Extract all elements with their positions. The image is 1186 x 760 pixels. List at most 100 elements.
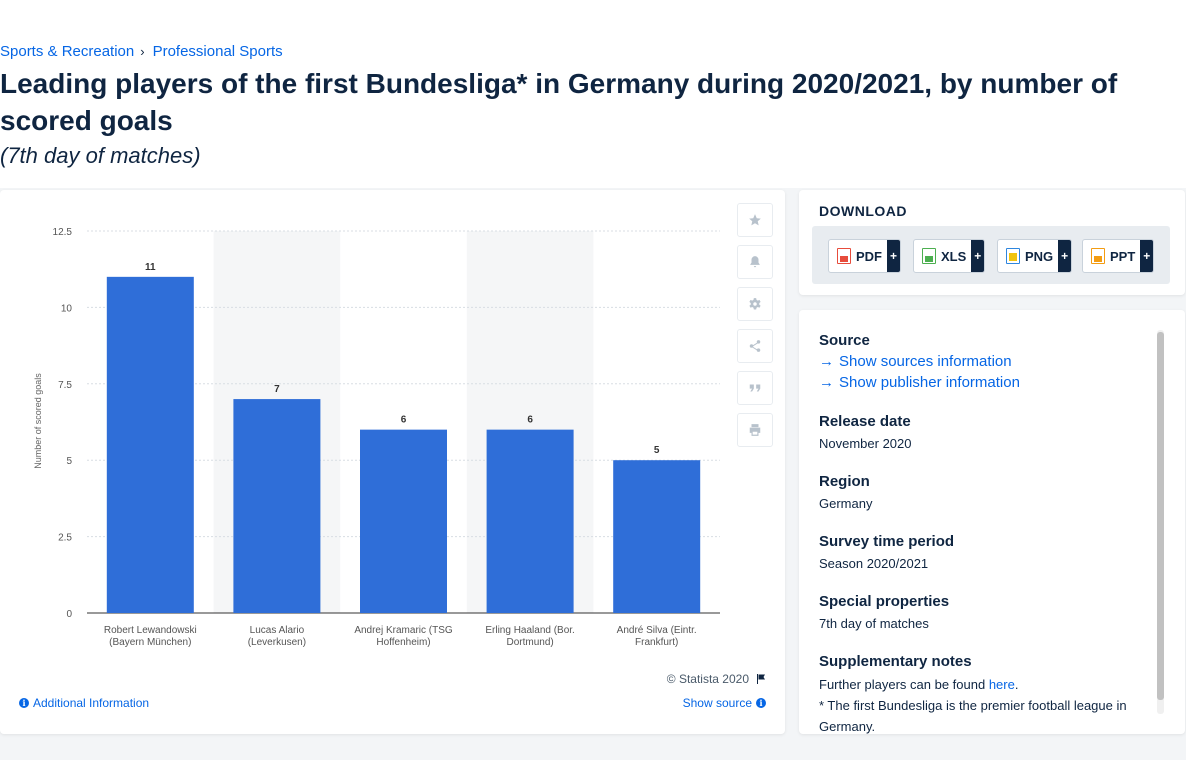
bar [233,399,321,613]
additional-information-link[interactable]: i Additional Information [19,696,149,710]
supplementary-note-suffix: . [1014,677,1019,692]
bar-chart: 0 2.5 5 7.5 10 12.5 Number of scored goals 11 Ro… [33,227,720,648]
bell-icon [750,256,760,268]
download-png-button[interactable]: PNG + [997,239,1073,273]
y-tick-label: 0 [66,609,72,620]
breadcrumb-professional-sports[interactable]: Professional Sports [152,43,283,60]
supplementary-notes-heading: Supplementary notes [819,653,972,670]
survey-period-heading: Survey time period [819,533,955,550]
download-xls-label: XLS [941,248,967,264]
breadcrumb-separator: › [140,44,145,59]
share-icon [749,340,761,352]
data-label: 6 [527,415,533,426]
region-heading: Region [819,473,870,490]
quote-icon [749,384,761,392]
png-file-icon [1006,248,1020,264]
additional-information-label: Additional Information [33,696,150,710]
supplementary-note-prefix: Further players can be found [819,677,989,692]
download-title: DOWNLOAD [819,203,907,219]
pdf-file-icon [837,248,851,264]
notification-button[interactable] [737,245,773,279]
ppt-file-icon [1091,248,1105,264]
release-date-value: November 2020 [819,436,912,451]
show-publisher-label: Show publisher information [839,374,1020,391]
show-sources-link[interactable]: → Show sources information [819,353,1149,370]
source-heading: Source [819,332,870,349]
download-ppt-label-wrap: PPT [1083,240,1140,272]
download-xls-button[interactable]: XLS + [913,239,986,273]
y-axis-label: Number of scored goals [33,373,43,469]
statistic-info-card: Source → Show sources information → Show… [799,310,1185,734]
page-subtitle: (7th day of matches) [0,143,201,168]
supplementary-note-2: * The first Bundesliga is the premier fo… [819,698,1127,734]
supplementary-note-link[interactable]: here [988,677,1015,692]
x-tick-label: Robert Lewandowski [104,625,197,636]
header-band [0,0,1186,188]
page-title: Leading players of the first Bundesliga*… [0,68,1118,136]
data-label: 11 [145,262,156,273]
flag-icon[interactable] [755,673,767,685]
download-png-label-wrap: PNG [998,240,1058,272]
info-scrollbar-thumb[interactable] [1157,332,1164,700]
y-tick-label: 7.5 [58,380,72,391]
download-pdf-button[interactable]: PDF + [828,239,901,273]
release-date-heading: Release date [819,413,911,430]
x-tick-label: (Bayern München) [109,637,191,648]
xls-file-icon [922,248,936,264]
download-ppt-plus[interactable]: + [1140,240,1154,272]
star-icon [749,214,761,226]
chart-toolbar [737,203,773,455]
x-tick-label: Lucas Alario [250,625,305,636]
data-label: 6 [401,415,407,426]
show-sources-label: Show sources information [839,353,1012,370]
download-pdf-label-wrap: PDF [829,240,887,272]
breadcrumb: Sports & Recreation › Professional Sport… [0,43,283,60]
survey-period-value: Season 2020/2021 [819,556,929,571]
download-png-label: PNG [1025,248,1054,264]
share-button[interactable] [737,329,773,363]
download-png-plus[interactable]: + [1058,240,1072,272]
supplementary-note-1: Further players can be found here. [819,674,1149,695]
download-pdf-label: PDF [856,248,882,264]
show-publisher-link[interactable]: → Show publisher information [819,374,1149,391]
special-properties-value: 7th day of matches [819,616,929,631]
x-tick-label: Erling Haaland (Bor. [485,625,575,636]
info-scrollbar[interactable] [1157,330,1164,714]
special-properties-heading: Special properties [819,593,950,610]
y-tick-label: 10 [61,303,73,314]
favorite-button[interactable] [737,203,773,237]
bar [360,429,447,613]
download-card: DOWNLOAD PDF + XLS + PNG + [799,190,1185,295]
y-tick-label: 5 [66,456,72,467]
download-pdf-plus[interactable]: + [887,240,900,272]
y-tick-label: 12.5 [53,227,73,238]
region-value: Germany [819,496,873,511]
printer-icon [749,424,761,436]
chart-card: 0 2.5 5 7.5 10 12.5 Number of scored goals 11 Ro… [0,190,785,734]
y-tick-label: 2.5 [58,533,72,544]
settings-button[interactable] [737,287,773,321]
x-tick-label: Dortmund) [506,637,553,648]
show-source-label: Show source [682,696,752,710]
bar [486,429,574,613]
info-icon: i [19,698,29,708]
bar [106,276,194,613]
arrow-right-icon: → [819,353,834,370]
download-xls-label-wrap: XLS [914,240,971,272]
download-xls-plus[interactable]: + [971,240,985,272]
statistic-info: Source → Show sources information → Show… [819,332,1149,734]
cite-button[interactable] [737,371,773,405]
print-button[interactable] [737,413,773,447]
info-icon: i [756,698,766,708]
x-tick-label: (Leverkusen) [248,637,306,648]
breadcrumb-sports-recreation[interactable]: Sports & Recreation [0,43,135,60]
download-buttons: PDF + XLS + PNG + PPT + [812,226,1170,284]
x-tick-label: Hoffenheim) [376,637,430,648]
bar [613,460,701,613]
copyright-notice: © Statista 2020 [667,672,767,686]
download-ppt-label: PPT [1110,248,1136,264]
data-label: 7 [274,384,280,395]
show-source-link[interactable]: Show source i [683,696,766,710]
data-label: 5 [654,445,660,456]
download-ppt-button[interactable]: PPT + [1082,239,1155,273]
